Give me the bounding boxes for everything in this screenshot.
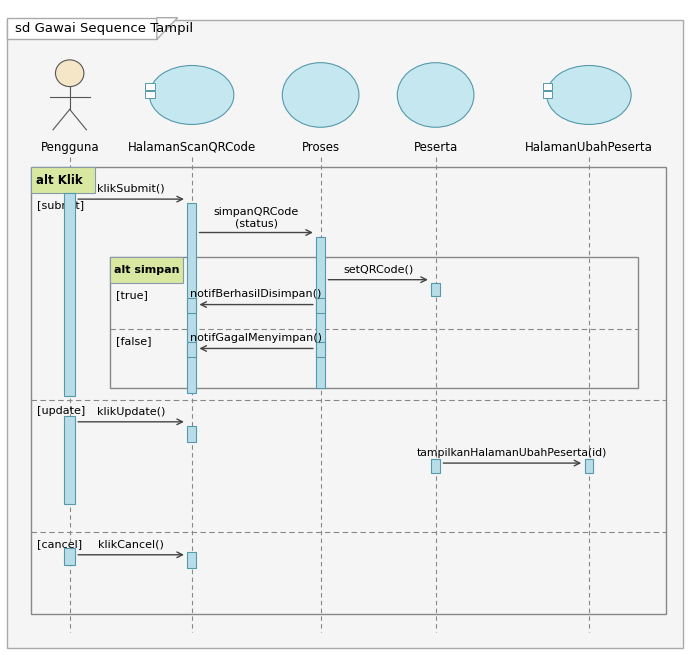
- Text: setQRCode(): setQRCode(): [343, 265, 413, 274]
- Bar: [110, 257, 638, 388]
- Text: klikCancel(): klikCancel(): [98, 540, 164, 550]
- Text: notifBerhasilDisimpan(): notifBerhasilDisimpan(): [190, 290, 322, 299]
- Bar: [187, 552, 196, 568]
- Bar: [187, 426, 196, 442]
- Text: tampilkanHalamanUbahPeserta(id): tampilkanHalamanUbahPeserta(id): [417, 448, 608, 458]
- Bar: [431, 458, 440, 473]
- Text: [update]: [update]: [37, 406, 85, 417]
- Bar: [316, 237, 325, 388]
- Ellipse shape: [397, 63, 474, 127]
- Bar: [64, 193, 75, 396]
- Text: [false]: [false]: [116, 336, 151, 346]
- Text: Proses: Proses: [302, 141, 339, 154]
- Ellipse shape: [149, 66, 233, 124]
- Ellipse shape: [546, 66, 631, 124]
- Bar: [146, 83, 155, 90]
- Bar: [110, 257, 183, 283]
- Text: [submit]: [submit]: [37, 200, 84, 210]
- Bar: [31, 167, 95, 193]
- Bar: [316, 342, 325, 357]
- Bar: [64, 548, 75, 565]
- Polygon shape: [157, 18, 178, 39]
- Bar: [542, 91, 552, 98]
- Text: [cancel]: [cancel]: [37, 538, 82, 549]
- Text: [true]: [true]: [116, 290, 148, 300]
- Bar: [187, 203, 197, 393]
- Bar: [431, 283, 440, 296]
- Text: simpanQRCode
(status): simpanQRCode (status): [213, 207, 299, 229]
- Bar: [542, 83, 552, 90]
- Text: klikSubmit(): klikSubmit(): [97, 184, 165, 194]
- Text: Pengguna: Pengguna: [40, 141, 99, 154]
- Ellipse shape: [282, 63, 359, 127]
- Bar: [31, 167, 666, 614]
- Text: alt simpan: alt simpan: [114, 265, 179, 275]
- Bar: [316, 298, 325, 313]
- Bar: [187, 342, 196, 357]
- Text: alt Klik: alt Klik: [36, 174, 82, 187]
- Bar: [187, 298, 196, 313]
- Text: notifGagalMenyimpan(): notifGagalMenyimpan(): [190, 333, 322, 343]
- Text: klikUpdate(): klikUpdate(): [97, 407, 165, 417]
- Bar: [585, 458, 593, 473]
- Bar: [146, 91, 155, 98]
- Bar: [64, 416, 75, 504]
- Text: HalamanUbahPeserta: HalamanUbahPeserta: [525, 141, 653, 154]
- Text: sd Gawai Sequence Tampil: sd Gawai Sequence Tampil: [15, 22, 194, 35]
- Text: HalamanScanQRCode: HalamanScanQRCode: [128, 141, 256, 154]
- Text: Peserta: Peserta: [413, 141, 458, 154]
- Circle shape: [56, 60, 84, 86]
- Bar: [7, 18, 157, 39]
